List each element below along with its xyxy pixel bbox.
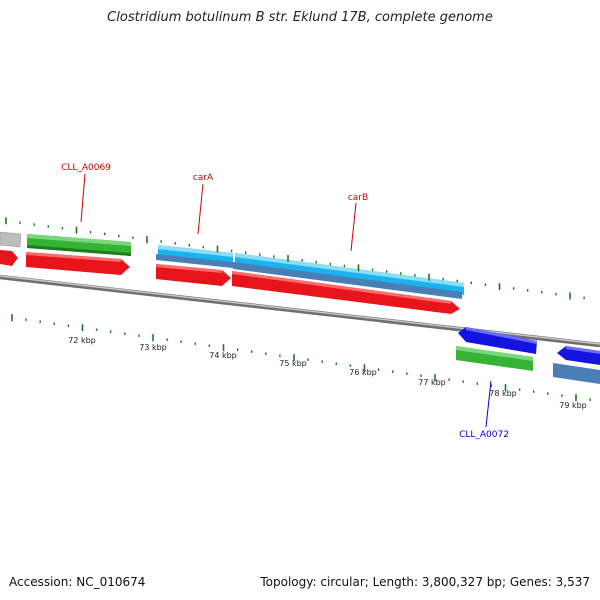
gene-label-cll-a0069[interactable]: CLL_A0069 (61, 163, 111, 173)
genome-summary-text: Topology: circular; Length: 3,800,327 bp… (260, 575, 590, 589)
gene-label-cll-a0072[interactable]: CLL_A0072 (459, 430, 509, 440)
kbp-tick-label: 73 kbp (139, 343, 167, 352)
kbp-tick-label: 75 kbp (279, 359, 307, 368)
kbp-tick-label: 76 kbp (349, 368, 377, 377)
kbp-tick-label: 77 kbp (418, 378, 446, 387)
accession-text: Accession: NC_010674 (9, 575, 146, 589)
leader-line-cll-a0072 (485, 380, 492, 428)
tick-row-bottom (11, 314, 591, 402)
gene-steel-cara[interactable] (156, 254, 233, 268)
gene-blue-reverse[interactable] (458, 327, 537, 354)
gene-red-partial[interactable] (0, 250, 18, 266)
genome-title: Clostridium botulinum B str. Eklund 17B,… (107, 10, 493, 25)
kbp-tick-label: 79 kbp (559, 401, 587, 410)
kbp-tick-label: 78 kbp (489, 389, 517, 398)
gene-steel-reverse[interactable] (553, 363, 600, 384)
leader-line-carb (350, 202, 357, 252)
kbp-tick-label: 74 kbp (209, 351, 237, 360)
genome-backbone (0, 274, 600, 348)
leader-line-cll-a0069 (80, 173, 86, 223)
kbp-tick-label: 72 kbp (68, 336, 96, 345)
gene-steel-carb[interactable] (233, 262, 462, 299)
leader-line-cara (197, 183, 204, 235)
tick-row-top (5, 217, 585, 300)
kbp-label-group: 72 kbp 73 kbp 74 kbp 75 kbp 76 kbp 77 kbp 78 k… (68, 336, 587, 410)
gene-label-cara[interactable]: carA (193, 173, 214, 183)
gene-label-carb[interactable]: carB (348, 193, 368, 203)
gene-grey-partial[interactable] (0, 231, 22, 248)
